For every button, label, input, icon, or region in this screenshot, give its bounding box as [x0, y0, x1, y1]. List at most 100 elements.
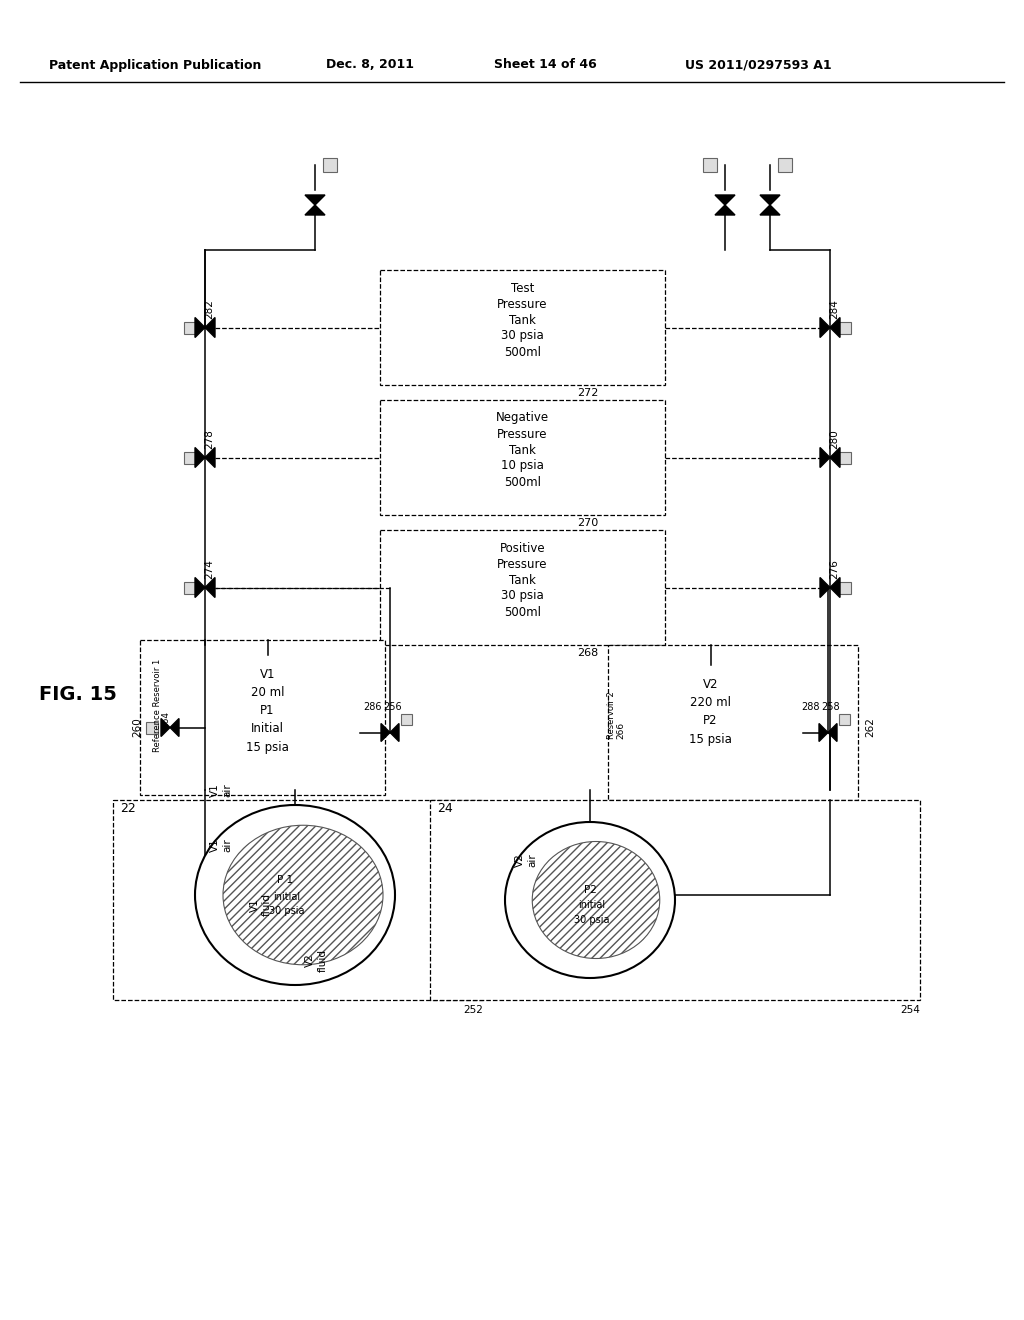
Polygon shape — [830, 318, 840, 338]
Text: 286: 286 — [362, 702, 381, 713]
Polygon shape — [760, 205, 780, 215]
Bar — [184, 451, 196, 463]
Bar — [703, 158, 717, 172]
Text: 258: 258 — [821, 702, 841, 713]
Polygon shape — [205, 318, 215, 338]
Bar — [184, 322, 196, 334]
Ellipse shape — [195, 805, 395, 985]
Polygon shape — [760, 195, 780, 205]
Text: 254: 254 — [900, 1005, 920, 1015]
Polygon shape — [170, 718, 179, 737]
Text: Test: Test — [511, 281, 535, 294]
Text: 20 ml: 20 ml — [251, 686, 285, 700]
Bar — [146, 722, 158, 734]
Polygon shape — [830, 447, 840, 467]
Text: fluid: fluid — [262, 894, 272, 916]
Text: 272: 272 — [578, 388, 599, 399]
Bar — [778, 158, 792, 172]
Text: 268: 268 — [578, 648, 599, 657]
Text: Tank: Tank — [509, 444, 536, 457]
Polygon shape — [820, 318, 830, 338]
Bar — [175, 655, 360, 789]
Bar — [140, 640, 385, 795]
Text: 15 psia: 15 psia — [246, 741, 289, 754]
Text: air: air — [527, 853, 537, 867]
Text: 22: 22 — [120, 801, 136, 814]
Bar — [839, 714, 850, 725]
Polygon shape — [819, 723, 828, 742]
Text: V2: V2 — [515, 853, 525, 867]
Text: V2: V2 — [702, 678, 718, 692]
Text: 256: 256 — [384, 702, 402, 713]
Text: P 1: P 1 — [276, 875, 293, 884]
Bar — [323, 158, 337, 172]
Text: 262: 262 — [865, 718, 874, 738]
Text: Tank: Tank — [509, 573, 536, 586]
Text: Tank: Tank — [509, 314, 536, 326]
Bar — [184, 582, 196, 594]
Text: 264: 264 — [162, 711, 171, 729]
Text: initial: initial — [273, 892, 301, 902]
Text: Sheet 14 of 46: Sheet 14 of 46 — [494, 58, 596, 71]
Ellipse shape — [223, 825, 383, 965]
Polygon shape — [820, 447, 830, 467]
Text: Initial: Initial — [251, 722, 284, 735]
Polygon shape — [195, 318, 205, 338]
Text: 10 psia: 10 psia — [501, 459, 544, 473]
Bar — [839, 451, 851, 463]
Bar — [400, 714, 412, 725]
Polygon shape — [195, 447, 205, 467]
Text: 282: 282 — [204, 300, 214, 319]
Text: P1: P1 — [260, 705, 274, 718]
Bar — [380, 531, 665, 645]
Text: 220 ml: 220 ml — [690, 697, 731, 710]
Polygon shape — [195, 578, 205, 598]
Text: 274: 274 — [204, 560, 214, 579]
Text: P2: P2 — [584, 884, 596, 895]
Bar — [839, 582, 851, 594]
Bar — [113, 800, 483, 1001]
Bar — [380, 400, 665, 515]
Text: 500ml: 500ml — [504, 475, 541, 488]
Polygon shape — [305, 195, 325, 205]
Text: Reference Reservoir 1: Reference Reservoir 1 — [153, 659, 162, 751]
Text: 252: 252 — [463, 1005, 483, 1015]
Polygon shape — [820, 578, 830, 598]
Ellipse shape — [532, 842, 659, 958]
Text: 266: 266 — [616, 722, 626, 739]
Bar — [608, 645, 858, 800]
Text: Pressure: Pressure — [498, 428, 548, 441]
Text: Positive: Positive — [500, 541, 546, 554]
Text: Pressure: Pressure — [498, 557, 548, 570]
Text: P2: P2 — [703, 714, 718, 727]
Bar — [380, 271, 665, 385]
Polygon shape — [305, 205, 325, 215]
Text: air: air — [222, 838, 232, 851]
Text: V1: V1 — [260, 668, 275, 681]
Text: 500ml: 500ml — [504, 346, 541, 359]
Polygon shape — [161, 718, 170, 737]
Text: V2: V2 — [305, 953, 315, 966]
Text: air: air — [222, 783, 232, 797]
Polygon shape — [830, 578, 840, 598]
Polygon shape — [715, 205, 735, 215]
Bar — [618, 665, 803, 789]
Text: Pressure: Pressure — [498, 297, 548, 310]
Text: initial: initial — [579, 900, 605, 909]
Text: 30 psia: 30 psia — [269, 906, 305, 916]
Polygon shape — [205, 447, 215, 467]
Text: 260: 260 — [132, 718, 142, 738]
Text: Patent Application Publication: Patent Application Publication — [49, 58, 261, 71]
Polygon shape — [715, 195, 735, 205]
Text: fluid: fluid — [318, 949, 328, 972]
Text: 500ml: 500ml — [504, 606, 541, 619]
Text: V1: V1 — [210, 783, 220, 797]
Text: 284: 284 — [829, 300, 839, 319]
Polygon shape — [205, 578, 215, 598]
Bar — [839, 322, 851, 334]
Text: V1: V1 — [210, 838, 220, 851]
Text: 30 psia: 30 psia — [501, 330, 544, 342]
Text: 30 psia: 30 psia — [501, 590, 544, 602]
Text: 278: 278 — [204, 429, 214, 449]
Ellipse shape — [505, 822, 675, 978]
